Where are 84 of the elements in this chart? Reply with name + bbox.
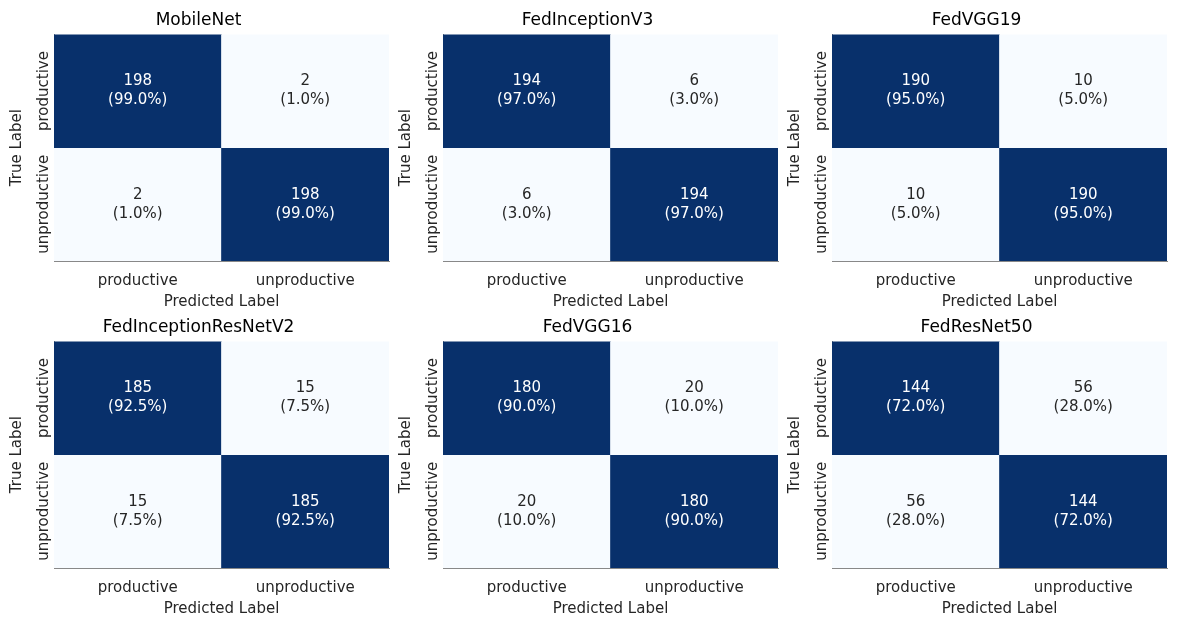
- annotation: (1.0%): [112, 203, 163, 222]
- x-tick-label: unproductive: [1033, 577, 1133, 596]
- annotation: (5.0%): [890, 203, 941, 222]
- x-axis-title: Predicted Label: [163, 598, 280, 617]
- data-label: 10: [1073, 71, 1093, 90]
- annotation: (10.0%): [664, 397, 724, 416]
- x-axis-title: Predicted Label: [941, 291, 1058, 310]
- data-label: 180: [679, 491, 709, 510]
- data-label: 194: [512, 71, 542, 90]
- data-label: 56: [1073, 378, 1093, 397]
- data-label: 15: [295, 378, 315, 397]
- annotation: (7.5%): [280, 397, 331, 416]
- annotation: (5.0%): [1058, 90, 1109, 109]
- annotation: (92.5%): [275, 510, 335, 529]
- data-label: 2: [300, 71, 311, 90]
- annotation: (95.0%): [1053, 203, 1113, 222]
- x-axis-title: Predicted Label: [941, 598, 1058, 617]
- data-label: 10: [906, 184, 926, 203]
- y-axis-title: True Label: [784, 109, 803, 188]
- y-axis-title: True Label: [784, 416, 803, 495]
- annotation: (3.0%): [501, 203, 552, 222]
- x-tick-label: productive: [97, 577, 178, 596]
- annotation: (97.0%): [664, 203, 724, 222]
- annotation: (28.0%): [886, 510, 946, 529]
- x-axis-title: Predicted Label: [552, 291, 669, 310]
- data-label: 6: [521, 184, 532, 203]
- annotation: (7.5%): [112, 510, 163, 529]
- x-axis-title: Predicted Label: [552, 598, 669, 617]
- data-label: 185: [290, 491, 320, 510]
- x-tick-label: productive: [486, 270, 567, 289]
- data-label: 194: [679, 184, 709, 203]
- annotation: (90.0%): [664, 510, 724, 529]
- y-tick-label: productive: [811, 358, 830, 439]
- annotation: (95.0%): [886, 90, 946, 109]
- annotation: (99.0%): [275, 203, 335, 222]
- y-axis-title: True Label: [6, 109, 25, 188]
- y-tick-label: productive: [422, 358, 441, 439]
- annotation: (10.0%): [497, 510, 557, 529]
- y-tick-label: productive: [811, 51, 830, 132]
- x-tick-label: productive: [486, 577, 567, 596]
- annotation: (92.5%): [108, 397, 168, 416]
- y-axis-title: True Label: [395, 109, 414, 188]
- x-tick-label: unproductive: [1033, 270, 1133, 289]
- data-label: 190: [901, 71, 931, 90]
- data-label: 198: [123, 71, 153, 90]
- data-label: 185: [123, 378, 153, 397]
- x-axis-title: Predicted Label: [163, 291, 280, 310]
- y-axis-title: True Label: [395, 416, 414, 495]
- chart-title: FedInceptionV3: [521, 8, 654, 29]
- data-label: 180: [512, 378, 542, 397]
- x-tick-label: unproductive: [255, 577, 355, 596]
- chart-title: MobileNet: [155, 8, 242, 29]
- data-label: 198: [290, 184, 320, 203]
- data-label: 20: [684, 378, 704, 397]
- x-tick-label: productive: [875, 577, 956, 596]
- annotation: (99.0%): [108, 90, 168, 109]
- annotation: (3.0%): [669, 90, 720, 109]
- x-tick-label: unproductive: [644, 577, 744, 596]
- data-label: 144: [1068, 491, 1098, 510]
- annotation: (72.0%): [886, 397, 946, 416]
- data-label: 144: [901, 378, 931, 397]
- chart-title: FedResNet50: [920, 315, 1033, 336]
- y-axis-title: True Label: [6, 416, 25, 495]
- x-tick-label: unproductive: [644, 270, 744, 289]
- annotation: (28.0%): [1053, 397, 1113, 416]
- annotation: (97.0%): [497, 90, 557, 109]
- data-label: 6: [689, 71, 700, 90]
- data-label: 56: [906, 491, 926, 510]
- y-tick-label: productive: [33, 51, 52, 132]
- y-tick-label: productive: [422, 51, 441, 132]
- y-tick-label: productive: [33, 358, 52, 439]
- annotation: (72.0%): [1053, 510, 1113, 529]
- data-label: 20: [517, 491, 537, 510]
- chart-title: FedInceptionResNetV2: [102, 315, 295, 336]
- data-label: 190: [1068, 184, 1098, 203]
- x-tick-label: productive: [97, 270, 178, 289]
- chart-title: FedVGG16: [542, 315, 633, 336]
- chart-title: FedVGG19: [931, 8, 1022, 29]
- data-label: 15: [128, 491, 148, 510]
- annotation: (90.0%): [497, 397, 557, 416]
- x-tick-label: productive: [875, 270, 956, 289]
- annotation: (1.0%): [280, 90, 331, 109]
- x-tick-label: unproductive: [255, 270, 355, 289]
- data-label: 2: [132, 184, 143, 203]
